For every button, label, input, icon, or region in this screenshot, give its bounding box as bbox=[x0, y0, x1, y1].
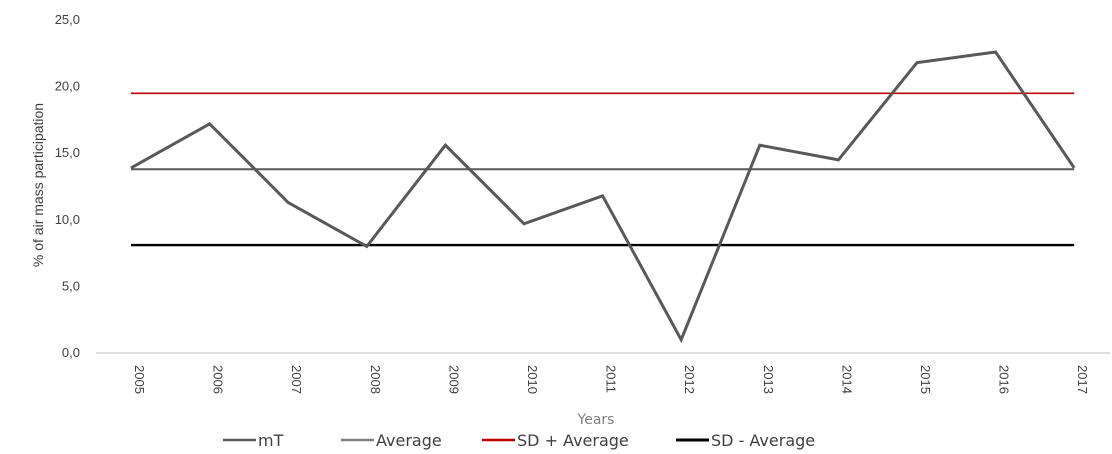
x-tick-label: 2013 bbox=[761, 365, 776, 394]
x-tick-label: 2016 bbox=[997, 365, 1012, 394]
x-tick-label: 2011 bbox=[604, 365, 619, 393]
y-tick-label: 15,0 bbox=[55, 145, 80, 160]
x-tick-label: 2017 bbox=[1075, 365, 1090, 394]
legend-label: mT bbox=[258, 431, 284, 450]
x-tick-label: 2015 bbox=[918, 365, 933, 394]
series-line-mt bbox=[130, 50, 1076, 344]
legend-label: Average bbox=[376, 431, 442, 450]
x-tick-label: 2009 bbox=[446, 365, 461, 394]
x-tick-label: 2008 bbox=[368, 365, 383, 394]
x-tick-label: 2010 bbox=[525, 365, 540, 394]
x-tick-label: 2005 bbox=[132, 365, 147, 394]
y-tick-label: 25,0 bbox=[55, 12, 80, 27]
y-tick-labels: 0,0 5,0 10,0 15,0 20,0 25,0 bbox=[55, 12, 80, 360]
x-tick-labels: 2005 2006 2007 2008 2009 2010 2011 2012 2013 2014… bbox=[132, 365, 1090, 394]
x-axis-title: Years bbox=[577, 412, 615, 428]
legend-label: SD - Average bbox=[711, 431, 815, 450]
x-tick-label: 2014 bbox=[839, 365, 854, 394]
y-tick-label: 20,0 bbox=[55, 79, 80, 94]
legend: mT Average SD + Average SD - Average bbox=[223, 431, 815, 450]
x-tick-label: 2012 bbox=[682, 365, 697, 394]
x-tick-label: 2006 bbox=[211, 365, 226, 394]
series-layer bbox=[130, 50, 1076, 344]
y-tick-label: 0,0 bbox=[62, 345, 80, 360]
x-tick-label: 2007 bbox=[289, 365, 304, 394]
y-tick-label: 10,0 bbox=[55, 212, 80, 227]
y-tick-label: 5,0 bbox=[62, 278, 80, 293]
legend-label: SD + Average bbox=[517, 431, 629, 450]
y-axis-title-group: % of air mass participation bbox=[30, 103, 46, 267]
y-axis-title: % of air mass participation bbox=[30, 103, 46, 267]
